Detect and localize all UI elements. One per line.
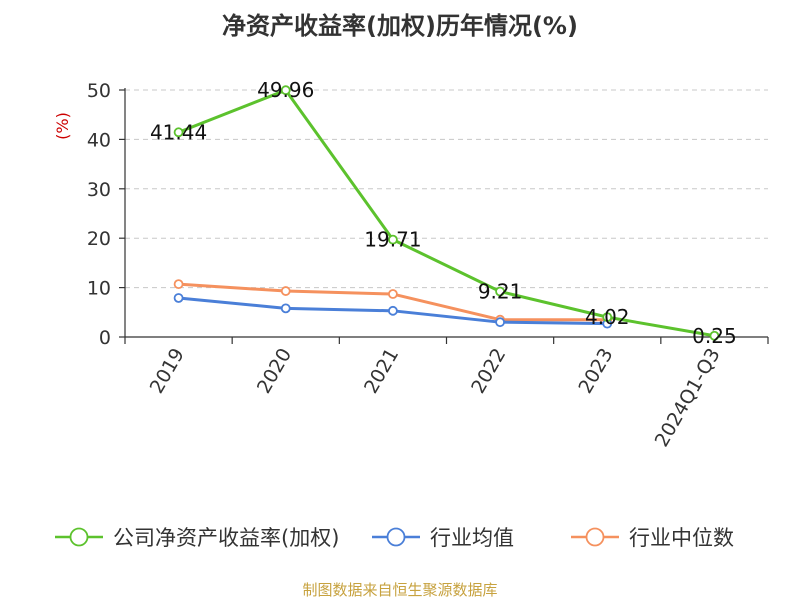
y-tick-label: 30 — [87, 179, 111, 201]
data-label: 0.25 — [692, 324, 737, 348]
data-point — [173, 293, 184, 303]
x-tick-label: 2019 — [146, 345, 189, 398]
legend: 公司净资产收益率(加权) 行业均值 行业中位数 — [55, 526, 734, 550]
data-point — [602, 312, 613, 323]
y-tick-label: 10 — [87, 278, 111, 300]
chart-title: 净资产收益率(加权)历年情况(%) — [222, 12, 578, 40]
data-point — [495, 286, 505, 297]
data-point — [388, 234, 398, 245]
x-tick-label: 2021 — [360, 345, 403, 398]
data-label: 19.71 — [364, 228, 421, 252]
x-tick-label: 2024Q1-Q3 — [651, 345, 725, 451]
y-tick-label: 50 — [87, 80, 111, 102]
legend-marker — [386, 527, 406, 547]
legend-marker — [69, 527, 89, 547]
data-point — [388, 305, 398, 316]
legend-label: 行业中位数 — [629, 526, 734, 550]
data-label: 9.21 — [478, 280, 523, 304]
grid-lines — [125, 89, 768, 289]
legend-marker — [585, 527, 605, 547]
data-label: 4.02 — [585, 305, 630, 329]
data-point — [388, 289, 398, 299]
data-point — [173, 279, 184, 290]
y-tick-label: 20 — [87, 228, 111, 250]
data-point — [495, 317, 505, 328]
x-tick-label: 2020 — [253, 345, 296, 398]
data-point — [709, 330, 720, 341]
data-point — [280, 303, 291, 314]
data-label: 41.44 — [150, 120, 207, 144]
legend-label: 行业均值 — [430, 526, 514, 550]
y-tick-label: 0 — [99, 327, 111, 349]
data-point — [280, 286, 291, 296]
x-tick-label: 2023 — [574, 345, 617, 398]
data-point — [280, 85, 291, 96]
x-tick-label: 2022 — [467, 345, 510, 398]
y-tick-label: 40 — [87, 129, 111, 151]
series-group — [173, 85, 720, 341]
source-note: 制图数据来自恒生聚源数据库 — [302, 581, 498, 599]
legend-label: 公司净资产收益率(加权) — [113, 526, 339, 550]
data-point — [173, 127, 184, 138]
y-axis-unit: (%) — [53, 112, 72, 140]
data-labels: 41.44 49.96 19.71 9.21 4.02 0.25 — [150, 78, 737, 348]
data-label: 49.96 — [257, 78, 314, 102]
series-line — [178, 88, 715, 338]
